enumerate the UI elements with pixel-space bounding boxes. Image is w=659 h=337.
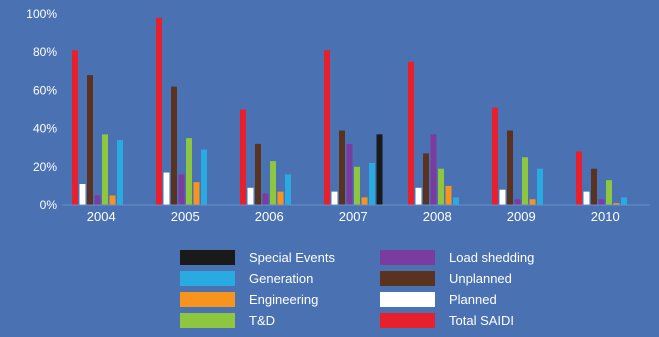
- x-axis: 2004 2005 2006 2007 2008 2009 2010: [62, 204, 650, 224]
- y-tick-label: 60%: [33, 83, 57, 97]
- legend: Special Events Load shedding Generation Unp…: [180, 248, 580, 330]
- bar-load-shedding-2010: [598, 199, 605, 205]
- y-tick-label: 0%: [40, 198, 58, 212]
- bar-load-shedding-2008: [430, 134, 437, 205]
- legend-item-generation: Generation: [180, 269, 380, 288]
- x-tick-label: 2008: [423, 209, 452, 224]
- legend-label: Planned: [449, 292, 497, 307]
- legend-label: T&D: [249, 313, 275, 328]
- y-tick-label: 100%: [26, 7, 57, 21]
- legend-swatch: [380, 250, 435, 265]
- bar-planned-2009: [499, 189, 506, 205]
- bar-engineering-2007: [361, 197, 368, 205]
- y-tick-label: 20%: [33, 160, 57, 174]
- legend-swatch: [180, 292, 235, 307]
- bar-load-shedding-2005: [178, 174, 185, 205]
- bar-total-saidi-2005: [156, 17, 162, 205]
- legend-swatch: [380, 292, 435, 307]
- x-tick-label: 2009: [507, 209, 536, 224]
- x-tick-label: 2006: [255, 209, 284, 224]
- bar-unplanned-2006: [255, 143, 261, 205]
- legend-swatch: [380, 271, 435, 286]
- bar-t-d-2010: [606, 180, 612, 205]
- bar-t-d-2008: [438, 168, 444, 205]
- bar-unplanned-2008: [423, 153, 429, 205]
- legend-label: Load shedding: [449, 250, 535, 265]
- bar-planned-2004: [79, 183, 86, 205]
- bar-engineering-2009: [529, 199, 536, 205]
- bar-total-saidi-2007: [324, 50, 330, 205]
- legend-swatch: [180, 271, 235, 286]
- bar-generation-2004: [117, 140, 123, 205]
- y-tick-label: 80%: [33, 45, 57, 59]
- x-tick-label: 2010: [591, 209, 620, 224]
- bar-load-shedding-2004: [94, 195, 101, 205]
- legend-item-total-saidi: Total SAIDI: [380, 311, 580, 330]
- bar-unplanned-2005: [171, 86, 177, 205]
- bar-engineering-2005: [193, 182, 200, 205]
- bar-total-saidi-2006: [240, 109, 246, 205]
- bar-total-saidi-2010: [576, 151, 582, 205]
- bars-group: [72, 17, 627, 206]
- bar-unplanned-2009: [507, 130, 513, 205]
- bar-planned-2005: [163, 172, 170, 205]
- bar-generation-2006: [285, 174, 291, 205]
- bar-load-shedding-2006: [262, 193, 269, 205]
- legend-item-t-d: T&D: [180, 311, 380, 330]
- bar-unplanned-2004: [87, 75, 93, 206]
- bar-t-d-2005: [186, 138, 192, 205]
- bar-t-d-2009: [522, 157, 528, 205]
- bar-special-events-2007: [376, 134, 383, 205]
- bar-planned-2007: [331, 191, 338, 205]
- bar-generation-2005: [201, 149, 207, 205]
- bar-engineering-2006: [277, 191, 284, 205]
- legend-label: Total SAIDI: [449, 313, 515, 328]
- bar-engineering-2010: [613, 203, 620, 205]
- legend-item-planned: Planned: [380, 290, 580, 309]
- legend-item-special-events: Special Events: [180, 248, 380, 267]
- legend-label: Engineering: [249, 292, 319, 307]
- legend-swatch: [180, 313, 235, 328]
- legend-item-unplanned: Unplanned: [380, 269, 580, 288]
- legend-item-load-shedding: Load shedding: [380, 248, 580, 267]
- bar-t-d-2004: [102, 134, 108, 205]
- legend-swatch: [380, 313, 435, 328]
- legend-label: Unplanned: [449, 271, 512, 286]
- legend-item-engineering: Engineering: [180, 290, 380, 309]
- bar-planned-2006: [247, 187, 254, 205]
- legend-swatch: [180, 250, 235, 265]
- bar-unplanned-2010: [591, 168, 597, 205]
- bar-total-saidi-2009: [492, 107, 498, 205]
- bar-chart: 0%20%40%60%80%100% 2004 2005 2006 2007 2008 2…: [26, 7, 650, 224]
- bar-generation-2008: [453, 197, 459, 205]
- bar-planned-2010: [583, 191, 590, 205]
- bar-generation-2007: [369, 162, 375, 205]
- bar-generation-2009: [537, 168, 543, 205]
- bar-t-d-2007: [354, 166, 360, 205]
- bar-generation-2010: [621, 197, 627, 205]
- bar-engineering-2008: [445, 185, 452, 205]
- x-tick-label: 2005: [171, 209, 200, 224]
- x-tick-label: 2004: [87, 209, 116, 224]
- y-axis: 0% 20% 40% 60% 80% 100%: [26, 7, 57, 212]
- bar-t-d-2006: [270, 161, 276, 205]
- bar-planned-2008: [415, 187, 422, 205]
- bar-total-saidi-2008: [408, 61, 414, 205]
- bar-load-shedding-2009: [514, 199, 521, 205]
- legend-label: Special Events: [249, 250, 335, 265]
- bar-load-shedding-2007: [346, 143, 353, 205]
- legend-label: Generation: [249, 271, 314, 286]
- bar-total-saidi-2004: [72, 50, 78, 205]
- y-tick-label: 40%: [33, 122, 57, 136]
- x-tick-label: 2007: [339, 209, 368, 224]
- bar-engineering-2004: [109, 195, 116, 205]
- bar-unplanned-2007: [339, 130, 345, 205]
